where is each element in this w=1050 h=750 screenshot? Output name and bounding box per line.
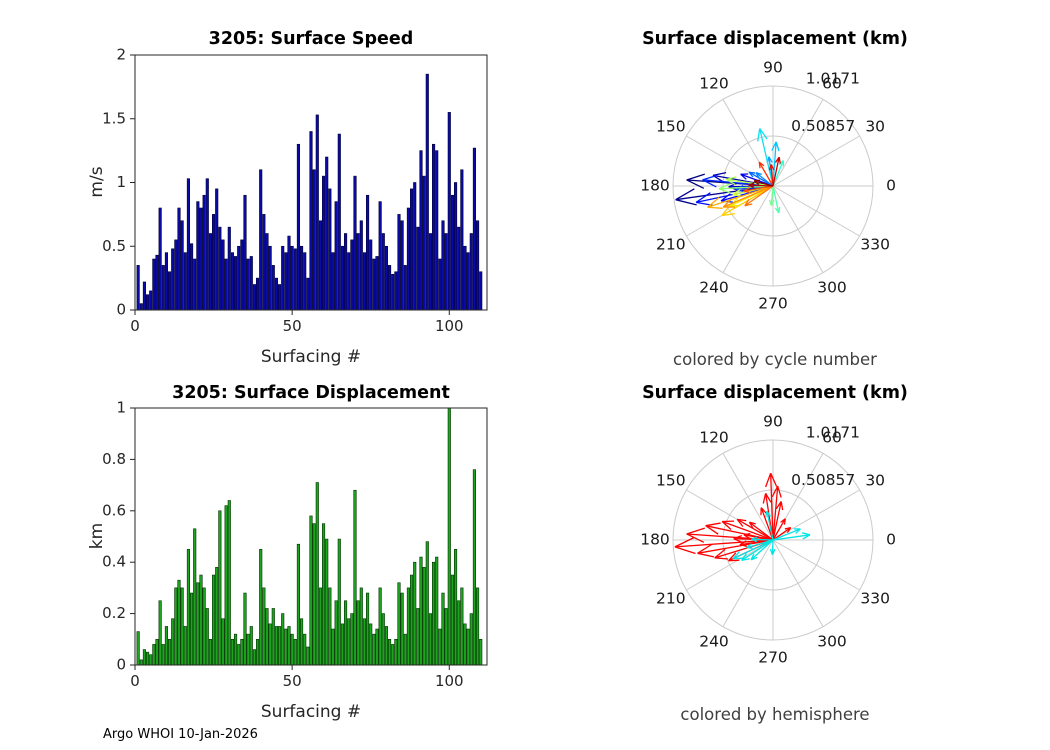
svg-text:1.0171: 1.0171 bbox=[806, 423, 860, 441]
surface-displacement-plot-bars bbox=[136, 407, 483, 666]
svg-text:300: 300 bbox=[817, 633, 847, 651]
svg-text:30: 30 bbox=[865, 472, 885, 490]
svg-text:330: 330 bbox=[860, 236, 890, 254]
svg-text:120: 120 bbox=[699, 428, 729, 446]
figure-footer: Argo WHOI 10-Jan-2026 bbox=[103, 727, 258, 742]
svg-text:1.0171: 1.0171 bbox=[806, 69, 860, 87]
svg-text:0.2: 0.2 bbox=[102, 604, 126, 622]
svg-text:90: 90 bbox=[763, 413, 783, 431]
svg-text:180: 180 bbox=[640, 531, 670, 549]
svg-text:0: 0 bbox=[130, 672, 140, 690]
polar-cycle-title: Surface displacement (km) bbox=[642, 29, 908, 49]
polar-hemisphere-plot: 0 30 60 90 120 150 180 210 240 270 300 330 0.50857 1.… bbox=[640, 413, 896, 667]
svg-text:1: 1 bbox=[116, 173, 126, 191]
svg-text:50: 50 bbox=[283, 672, 302, 690]
surface-speed-ylabel: m/s bbox=[87, 166, 107, 198]
svg-text:330: 330 bbox=[860, 590, 890, 608]
svg-text:0.50857: 0.50857 bbox=[791, 117, 855, 135]
svg-text:300: 300 bbox=[817, 279, 847, 297]
surface-displacement-title: 3205: Surface Displacement bbox=[172, 383, 450, 403]
svg-text:1.5: 1.5 bbox=[102, 109, 126, 127]
surface-speed-plot: 0 0.5 1 1.5 2 0 50 100 bbox=[102, 46, 488, 335]
svg-text:0: 0 bbox=[886, 177, 896, 195]
svg-text:30: 30 bbox=[865, 118, 885, 136]
svg-text:0: 0 bbox=[116, 656, 126, 674]
svg-text:0.4: 0.4 bbox=[102, 553, 126, 571]
svg-text:60: 60 bbox=[822, 74, 842, 92]
svg-text:120: 120 bbox=[699, 74, 729, 92]
svg-text:0: 0 bbox=[130, 317, 140, 335]
svg-text:2: 2 bbox=[116, 46, 126, 64]
svg-text:100: 100 bbox=[435, 317, 464, 335]
svg-text:210: 210 bbox=[656, 236, 686, 254]
polar-hemisphere-title: Surface displacement (km) bbox=[642, 383, 908, 403]
surface-displacement-ylabel: km bbox=[87, 522, 107, 550]
svg-text:150: 150 bbox=[656, 118, 686, 136]
svg-text:0: 0 bbox=[116, 301, 126, 319]
surface-speed-title: 3205: Surface Speed bbox=[208, 29, 414, 49]
svg-text:100: 100 bbox=[435, 672, 464, 690]
svg-text:1: 1 bbox=[116, 399, 126, 417]
polar-cycle-caption: colored by cycle number bbox=[673, 350, 877, 369]
svg-text:150: 150 bbox=[656, 472, 686, 490]
svg-text:90: 90 bbox=[763, 59, 783, 77]
polar-hemisphere-caption: colored by hemisphere bbox=[680, 705, 870, 724]
svg-text:0.50857: 0.50857 bbox=[791, 471, 855, 489]
svg-text:210: 210 bbox=[656, 590, 686, 608]
polar-cycle-plot-arrows bbox=[675, 128, 784, 217]
svg-text:0.6: 0.6 bbox=[102, 501, 126, 519]
svg-text:60: 60 bbox=[822, 428, 842, 446]
surface-displacement-xlabel: Surfacing # bbox=[260, 702, 362, 722]
polar-hemisphere-plot-arrows bbox=[674, 472, 811, 562]
svg-text:240: 240 bbox=[699, 279, 729, 297]
surface-speed-plot-bars bbox=[136, 73, 483, 311]
polar-cycle-plot: 0 30 60 90 120 150 180 210 240 270 300 330 0.50857 1.… bbox=[640, 59, 896, 313]
svg-text:240: 240 bbox=[699, 633, 729, 651]
svg-text:0: 0 bbox=[886, 531, 896, 549]
svg-text:0.5: 0.5 bbox=[102, 237, 126, 255]
svg-text:0.8: 0.8 bbox=[102, 450, 126, 468]
surface-displacement-plot: 0 0.2 0.4 0.6 0.8 1 0 50 100 bbox=[102, 399, 488, 690]
surface-speed-xlabel: Surfacing # bbox=[260, 347, 362, 367]
svg-text:50: 50 bbox=[283, 317, 302, 335]
svg-text:270: 270 bbox=[758, 649, 788, 667]
svg-text:270: 270 bbox=[758, 295, 788, 313]
svg-text:180: 180 bbox=[640, 177, 670, 195]
